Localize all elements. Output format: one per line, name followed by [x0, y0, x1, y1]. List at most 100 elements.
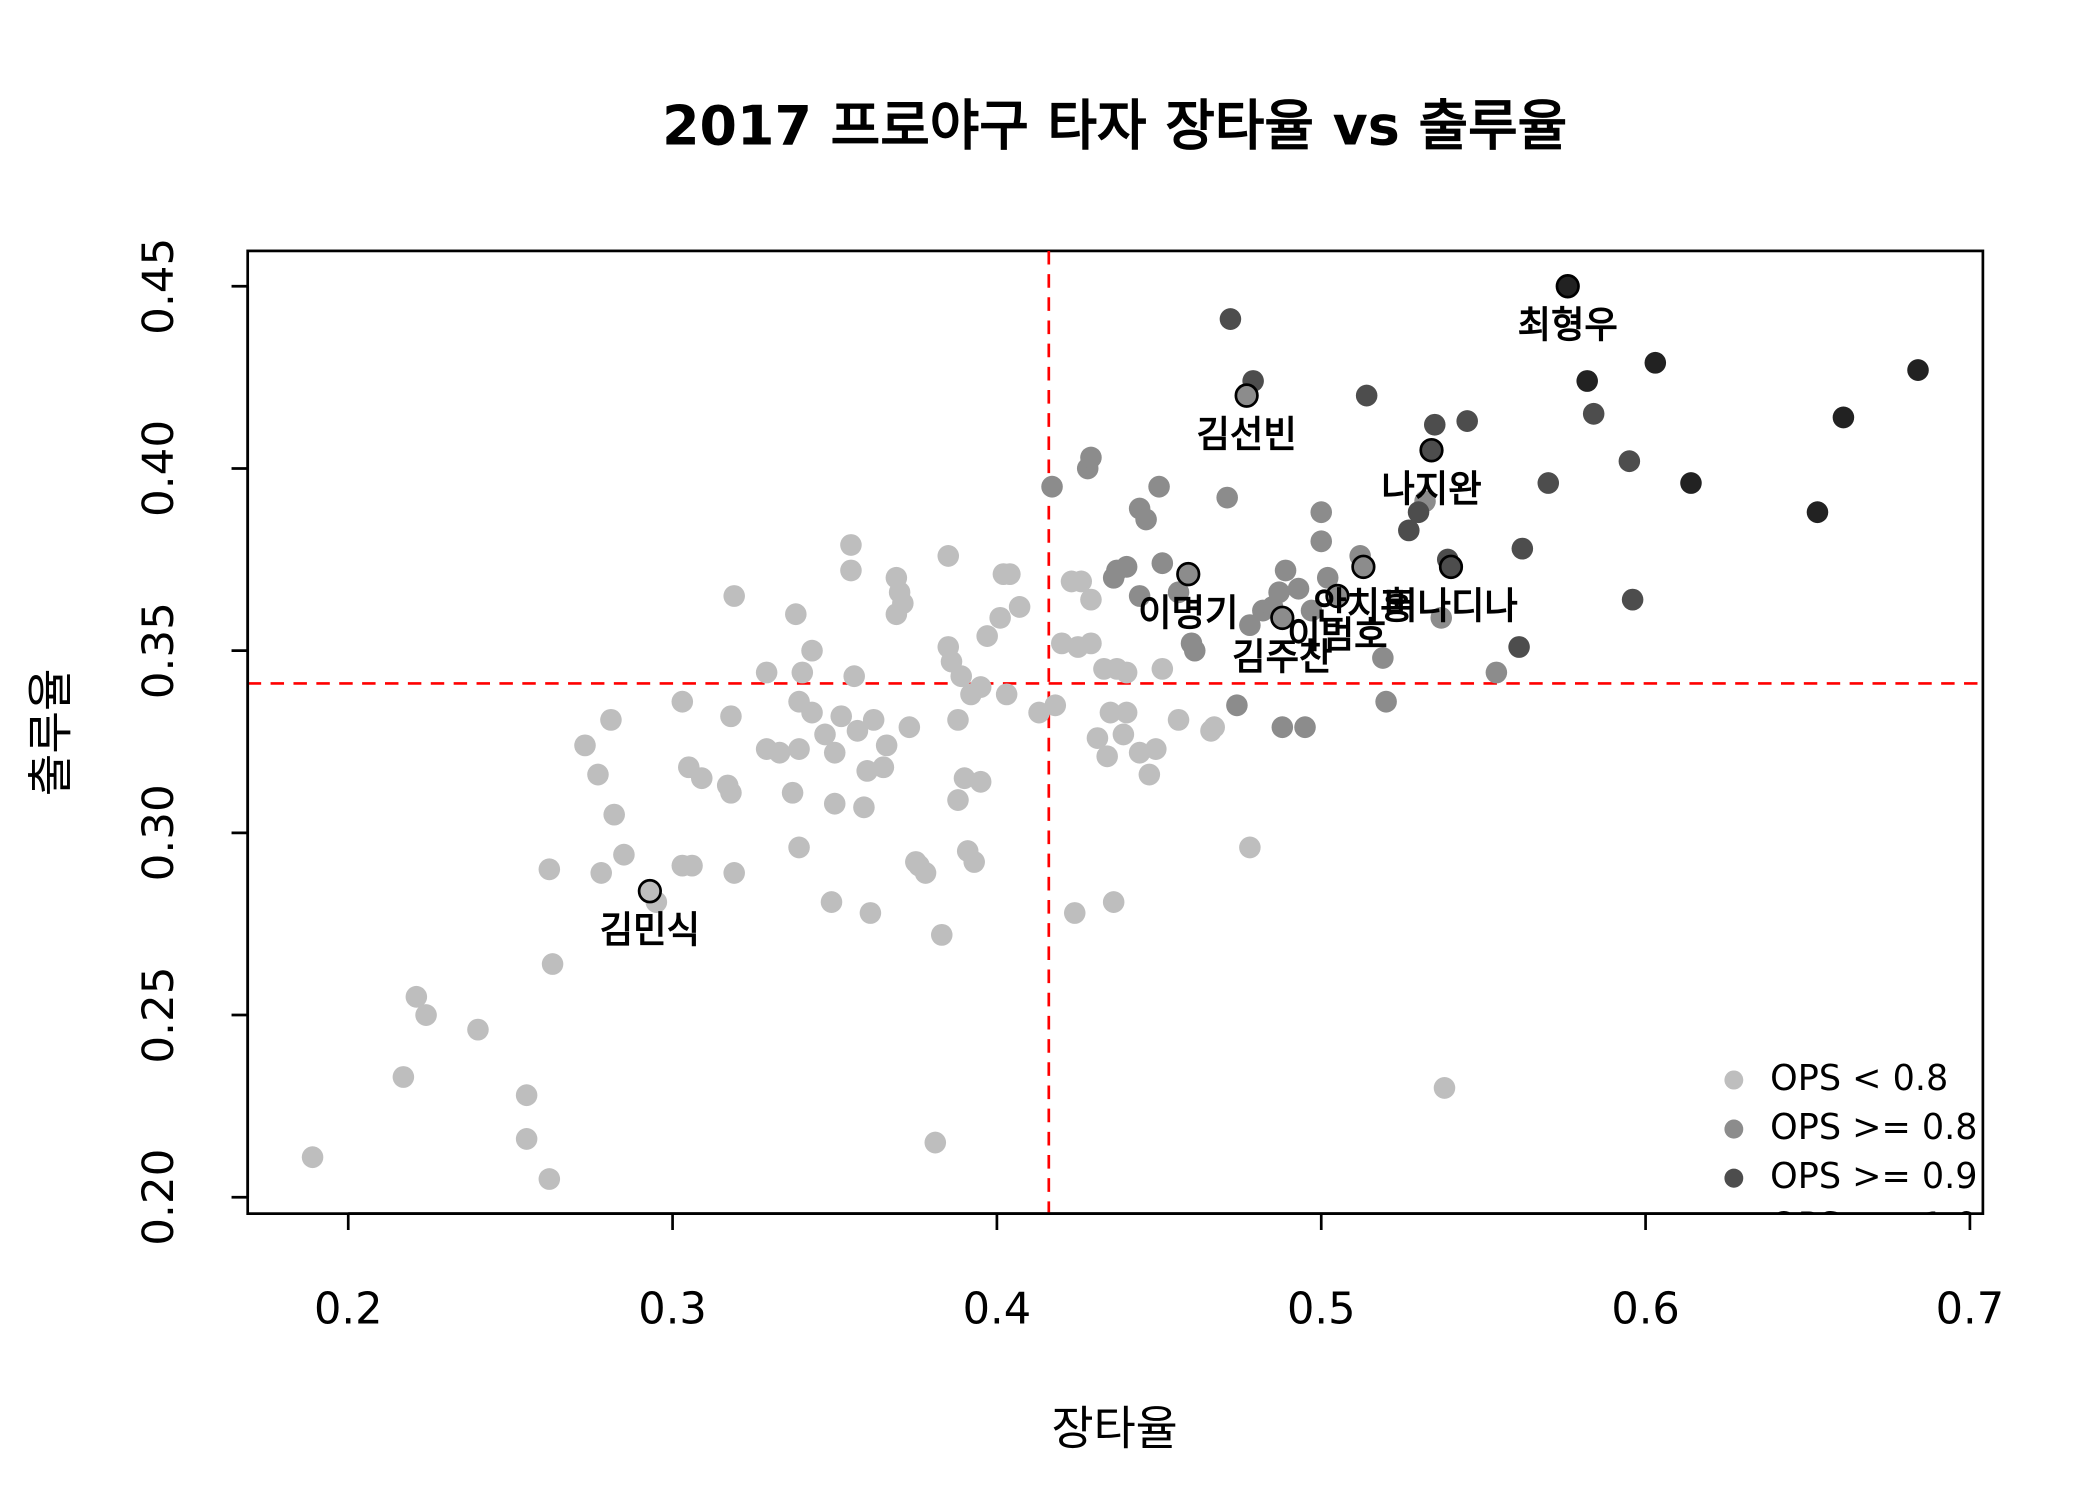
highlight-point [1176, 561, 1201, 587]
point [1080, 446, 1102, 469]
point [1028, 701, 1050, 724]
point [1508, 636, 1530, 658]
point [969, 770, 992, 793]
point [801, 639, 823, 662]
x-tick-label: 0.4 [963, 1284, 1031, 1334]
point [1115, 701, 1138, 724]
point [1806, 501, 1829, 524]
highlight-point [637, 878, 662, 904]
point [892, 592, 914, 615]
point [1070, 570, 1093, 593]
point [840, 534, 862, 556]
point [1115, 555, 1138, 578]
point [467, 1018, 489, 1041]
point [574, 734, 596, 757]
point-label: 김주찬 [1232, 635, 1332, 678]
point [1582, 402, 1605, 425]
point [976, 625, 998, 647]
point-label: 최형우 [1518, 304, 1618, 347]
point [723, 862, 745, 884]
point [301, 1146, 324, 1169]
point [720, 781, 742, 804]
point [538, 1168, 561, 1190]
highlight-point [1234, 383, 1259, 408]
point-label: 김민식 [600, 908, 700, 951]
x-tick-label: 0.7 [1936, 1284, 2004, 1334]
point [415, 1004, 437, 1026]
point [1008, 596, 1031, 618]
point [1274, 559, 1297, 582]
legend-marker [1724, 1168, 1744, 1188]
point [1287, 577, 1310, 600]
point [999, 563, 1021, 586]
point [587, 763, 609, 786]
point [603, 803, 625, 826]
point [1151, 657, 1174, 680]
point [1680, 472, 1702, 494]
point [590, 862, 612, 884]
point [788, 738, 810, 760]
point [1167, 708, 1190, 731]
point [613, 843, 635, 866]
x-tick-label: 0.3 [638, 1284, 706, 1334]
point [1456, 410, 1478, 432]
y-tick-label: 0.30 [134, 784, 184, 881]
point [781, 781, 804, 804]
point [515, 1084, 538, 1107]
x-tick-label: 0.6 [1611, 1284, 1679, 1334]
point [541, 953, 564, 975]
legend-marker [1724, 1218, 1743, 1237]
point [853, 796, 875, 819]
point [840, 559, 862, 582]
point [995, 683, 1018, 706]
legend-marker [1724, 1070, 1744, 1090]
point [755, 661, 778, 684]
point [785, 603, 807, 626]
point [969, 676, 992, 698]
point [846, 719, 869, 742]
point [843, 665, 865, 688]
legend-label: OPS >= 0.8 [1770, 1107, 1977, 1148]
point [538, 858, 561, 881]
point [1398, 519, 1420, 542]
legend-marker [1724, 1119, 1744, 1139]
point [875, 734, 898, 757]
point [1219, 308, 1242, 330]
x-tick-label: 0.2 [314, 1284, 382, 1334]
point [862, 708, 885, 731]
y-tick-label: 0.35 [134, 602, 184, 699]
point [1430, 606, 1453, 629]
point [1621, 588, 1644, 611]
point [1433, 1077, 1456, 1099]
point [1041, 475, 1063, 498]
point [405, 985, 428, 1008]
point [1537, 472, 1560, 494]
chart-title: 2017 프로야구 타자 장타율 vs 출루율 [662, 94, 1567, 157]
point [914, 862, 937, 884]
point [1086, 727, 1109, 750]
point [720, 705, 742, 728]
point [1183, 639, 1206, 662]
point [924, 1131, 947, 1154]
point [820, 891, 843, 913]
point [830, 705, 852, 728]
point [1644, 351, 1667, 374]
point [1051, 632, 1073, 655]
point [690, 767, 713, 790]
point [1128, 585, 1151, 607]
point [600, 708, 622, 731]
point [1407, 501, 1430, 524]
point [872, 756, 895, 779]
point [950, 665, 972, 688]
point [1300, 599, 1323, 622]
point-label: 버나디나 [1384, 584, 1518, 627]
highlight-point [1325, 583, 1350, 609]
point [947, 789, 969, 811]
point [1080, 588, 1102, 611]
point [788, 836, 810, 859]
point [989, 606, 1011, 629]
point [1216, 486, 1238, 509]
point [1167, 581, 1190, 604]
point [1145, 738, 1167, 760]
